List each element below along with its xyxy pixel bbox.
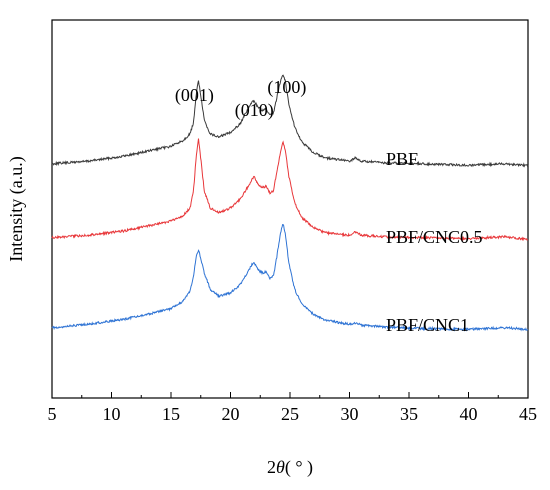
series-line-2: [51, 138, 528, 242]
series-labels: PBF PBF/CNC0.5 PBF/CNC1: [386, 149, 483, 335]
x-tick-label: 30: [341, 404, 359, 424]
x-tick-label: 25: [281, 404, 299, 424]
peak-annotation: (100): [267, 77, 306, 98]
peak-annotations: (001) (010)(100): [175, 77, 306, 121]
series-label-2: PBF/CNC0.5: [386, 227, 483, 247]
x-tick-label: 15: [162, 404, 180, 424]
series-layer: [51, 74, 529, 332]
x-axis-label-suffix: ( ° ): [285, 457, 313, 478]
y-axis-label: Intensity (a.u.): [6, 156, 27, 261]
peak-annotation: (010): [235, 100, 274, 121]
x-axis-label: 2θ( ° ): [267, 457, 313, 478]
series-line-3: [51, 223, 529, 332]
x-tick-label: 40: [460, 404, 478, 424]
x-tick-label: 45: [519, 404, 537, 424]
x-tick-label: 5: [48, 404, 57, 424]
series-label-1: PBF: [386, 149, 418, 169]
x-tick-label: 10: [103, 404, 121, 424]
x-axis-ticks: 5 10 15 20 25 30 35 40 45: [48, 392, 537, 424]
x-axis-label-theta: θ: [276, 457, 285, 477]
peak-annotation: (001): [175, 85, 214, 106]
x-tick-label: 35: [400, 404, 418, 424]
x-tick-label: 20: [222, 404, 240, 424]
series-label-3: PBF/CNC1: [386, 315, 469, 335]
series-line-1: [51, 74, 529, 168]
x-axis-label-prefix: 2: [267, 457, 276, 477]
